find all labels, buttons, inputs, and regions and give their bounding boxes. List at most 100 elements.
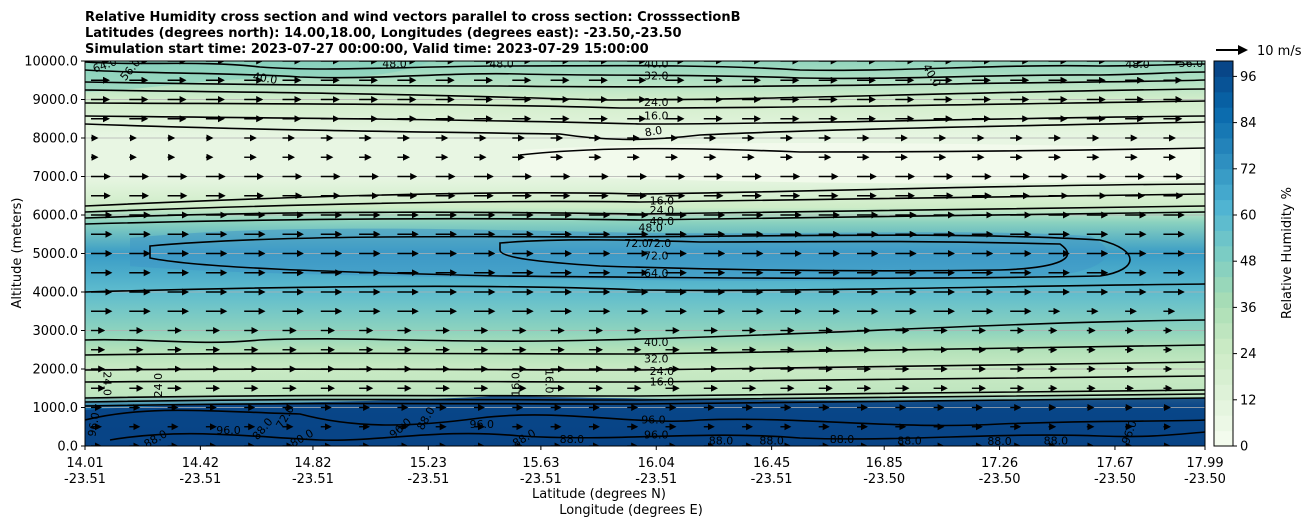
colorbar-band-3: [1214, 384, 1233, 401]
contour-line-19: [85, 389, 1205, 399]
colorbar-tick-label-2: 24: [1240, 347, 1257, 362]
contour-label-44: 88.0: [830, 433, 855, 446]
y-tick-label-8: 8000.0: [33, 132, 79, 147]
x-tick-lon-9: -23.50: [1094, 472, 1136, 487]
x-tick-lon-6: -23.51: [751, 472, 793, 487]
contour-line-21: [85, 397, 1205, 407]
x-tick-lon-2: -23.51: [292, 472, 334, 487]
contour-line-23: [109, 431, 1205, 441]
contour-line-6: [85, 121, 1205, 141]
plot-area: 64.056.0 40.048.0 48.0 40.032.0 40.0 48.0 56.0…: [85, 57, 1205, 448]
contour-label-2: 40.0: [252, 70, 278, 87]
colorbar-band-15: [1214, 199, 1233, 216]
colorbar: 0 12 24 36 48 60 72 84 96: [1213, 60, 1257, 455]
x-axis: 14.01-23.5114.42-23.5114.82-23.5115.23-2…: [64, 446, 1226, 487]
x-tick-lat-0: 14.01: [66, 456, 103, 471]
contour-label-11: 16.0: [644, 110, 669, 123]
colorbar-band-8: [1214, 307, 1233, 324]
y-axis-label: Altitude (meters): [10, 198, 25, 309]
contour-label-23: 24.0: [650, 365, 675, 378]
x-tick-lat-3: 15.23: [410, 456, 447, 471]
x-tick-lat-10: 17.99: [1186, 456, 1223, 471]
colorbar-band-19: [1214, 138, 1233, 154]
x-tick-lon-10: -23.50: [1184, 472, 1226, 487]
contour-line-22: [85, 409, 1205, 427]
chart-title-line-3: Simulation start time: 2023-07-27 00:00:…: [85, 42, 649, 57]
x-tick-lon-7: -23.50: [863, 472, 905, 487]
colorbar-band-2: [1214, 399, 1233, 416]
y-tick-label-0: 0.0: [57, 440, 78, 455]
x-tick-lat-1: 14.42: [182, 456, 219, 471]
contour-line-0: [85, 61, 1205, 72]
contour-line-7: [519, 147, 1205, 156]
colorbar-label: Relative Humidity %: [1280, 187, 1295, 319]
colorbar-band-16: [1214, 184, 1233, 201]
chart-title-line-2: Latitudes (degrees north): 14.00,18.00, …: [85, 26, 682, 41]
contour-label-3: 48.0: [382, 57, 407, 70]
contour-label-13: 16.0: [650, 194, 675, 207]
contour-label-24: 16.0: [650, 375, 675, 388]
contour-label-20: 64.0: [644, 267, 669, 280]
contour-label-19: 72.0: [644, 249, 669, 262]
contour-label-25: 24.0: [101, 371, 114, 396]
colorbar-band-11: [1214, 261, 1233, 278]
colorbar-band-24: [1214, 61, 1233, 77]
contour-label-16: 48.0: [638, 221, 663, 234]
x-tick-lon-3: -23.51: [407, 472, 449, 487]
contour-label-45: 88.0: [897, 435, 922, 448]
colorbar-band-22: [1214, 91, 1233, 108]
contour-label-4: 48.0: [489, 57, 514, 70]
x-tick-lat-4: 15.63: [522, 456, 559, 471]
y-tick-label-4: 4000.0: [33, 286, 79, 301]
contour-line-16: [85, 344, 1205, 356]
x-tick-lat-9: 17.67: [1096, 456, 1133, 471]
y-tick-label-10: 10000.0: [24, 55, 78, 70]
y-axis: 0.0 1000.0 2000.0 3000.0 4000.0 5000.0 6000.0 7…: [24, 55, 85, 455]
wind-vectors: [91, 61, 1185, 446]
contour-label-37: 96.0: [470, 418, 495, 431]
x-tick-lat-7: 16.85: [866, 456, 903, 471]
contour-line-20: [85, 393, 1205, 403]
x-axis-label-longitude: Longitude (degrees E): [559, 503, 703, 518]
contour-label-14: 24.0: [650, 204, 675, 217]
colorbar-band-18: [1214, 153, 1233, 170]
contour-line-18: [85, 375, 1205, 383]
contour-label-47: 88.0: [1044, 435, 1069, 448]
colorbar-band-7: [1214, 322, 1233, 339]
colorbar-tick-label-4: 48: [1240, 255, 1257, 270]
x-tick-lat-6: 16.45: [753, 456, 790, 471]
contour-label-40: 96.0: [641, 413, 666, 426]
contour-line-1: [85, 69, 1205, 80]
contour-line-13: [499, 239, 1069, 272]
contour-label-6: 32.0: [644, 70, 669, 83]
contour-label-26: 24.0: [152, 373, 165, 398]
x-tick-lon-0: -23.51: [64, 472, 106, 487]
colorbar-frame: [1213, 60, 1234, 447]
contour-label-5: 40.0: [644, 58, 669, 71]
x-tick-lon-5: -23.51: [635, 472, 677, 487]
y-tick-label-1: 1000.0: [33, 401, 79, 416]
colorbar-band-21: [1214, 107, 1233, 124]
colorbar-band-23: [1214, 76, 1233, 93]
contour-label-8: 48.0: [1125, 58, 1150, 71]
contour-line-14: [85, 283, 1205, 293]
colorbar-band-14: [1214, 215, 1233, 231]
contour-label-10: 24.0: [644, 96, 669, 109]
y-tick-label-6: 6000.0: [33, 209, 79, 224]
x-axis-label-latitude: Latitude (degrees N): [532, 487, 666, 502]
contour-label-43: 88.0: [759, 435, 784, 448]
y-tick-label-7: 7000.0: [33, 170, 79, 185]
colorbar-tick-label-7: 84: [1240, 116, 1257, 131]
contour-label-29: 96.0: [216, 424, 241, 437]
colorbar-tick-label-6: 72: [1240, 162, 1257, 177]
colorbar-band-5: [1214, 353, 1233, 370]
colorbar-tick-label-5: 60: [1240, 209, 1257, 224]
x-tick-lat-2: 14.82: [294, 456, 331, 471]
contour-line-4: [85, 100, 1205, 109]
colorbar-band-20: [1214, 122, 1233, 139]
contour-label-22: 32.0: [644, 353, 669, 366]
x-tick-lon-1: -23.51: [179, 472, 221, 487]
colorbar-band-0: [1214, 430, 1233, 447]
colorbar-band-9: [1214, 292, 1233, 308]
contour-label-17: 72.0: [624, 237, 649, 250]
